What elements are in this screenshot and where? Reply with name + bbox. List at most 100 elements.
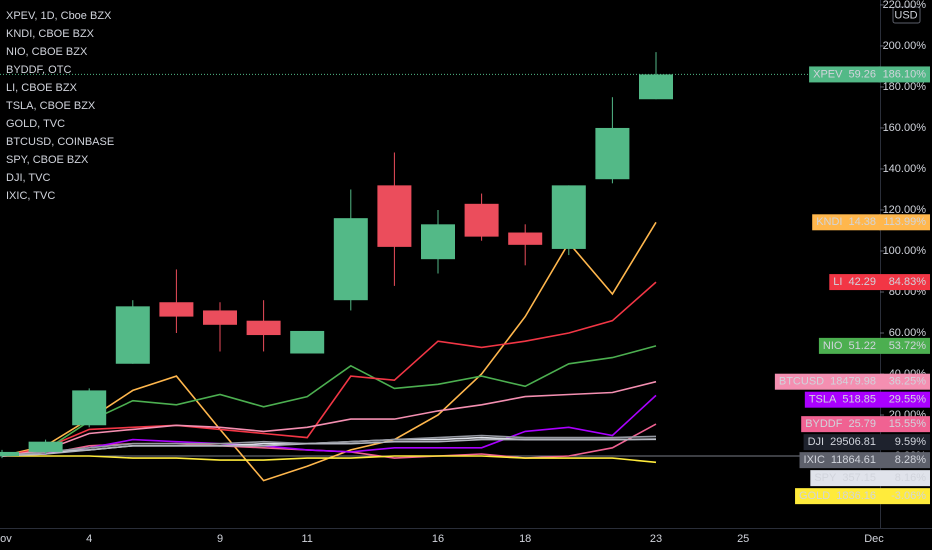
- price-tag-value-box: [880, 488, 930, 505]
- chart-title: XPEV, 1D, Cboe BZX: [6, 10, 112, 22]
- y-tick-label: 140.00%: [883, 163, 927, 175]
- price-tag-value: 15.55%: [889, 418, 927, 430]
- price-tag-symbol: KNDI: [816, 216, 842, 228]
- price-tag: XPEV 59.26 186.10%: [809, 66, 930, 83]
- price-tag-value: 53.72%: [889, 340, 927, 352]
- candle-body: [203, 310, 237, 325]
- price-tag-value: 36.25%: [889, 376, 927, 388]
- price-tag-value-box: [880, 416, 930, 433]
- candle-body: [639, 74, 673, 100]
- series-line: [1, 281, 657, 457]
- price-tag-value-box: [880, 274, 930, 291]
- x-tick-label: 4: [86, 533, 92, 545]
- price-tag: KNDI 14.38 113.99%: [812, 214, 930, 231]
- legend-entry: BYDDF, OTC: [6, 64, 71, 76]
- price-tag-value: -3.06%: [891, 490, 926, 502]
- legend-entry: LI, CBOE BZX: [6, 82, 78, 94]
- price-tag-price: 42.29: [848, 276, 876, 288]
- price-tag-price: 518.85: [842, 394, 876, 406]
- price-tag-symbol: IXIC: [804, 454, 825, 466]
- price-tag: NIO 51.22 53.72%: [818, 337, 930, 354]
- price-tag-value-box: [880, 470, 930, 487]
- currency-box[interactable]: [892, 6, 921, 24]
- price-tag-value-box: [880, 391, 930, 408]
- price-tag-box: [799, 452, 880, 469]
- price-tag-box: [804, 391, 880, 408]
- price-tag-price: 14.38: [848, 216, 876, 228]
- x-tick-label: 23: [650, 533, 662, 545]
- price-tag-symbol: GOLD: [799, 490, 830, 502]
- x-tick-label: 25: [737, 533, 749, 545]
- candle-body: [72, 390, 107, 426]
- price-tag: SPY 357.15 8.16%: [810, 470, 930, 487]
- candle-body: [290, 330, 325, 354]
- price-tag-symbol: LI: [833, 276, 842, 288]
- price-tag-box: [795, 488, 880, 505]
- legend-entry: NIO, CBOE BZX: [6, 46, 88, 58]
- price-tag: LI 42.29 84.83%: [829, 274, 930, 291]
- y-tick-label: 60.00%: [889, 327, 927, 339]
- legend-entry: GOLD, TVC: [6, 118, 65, 130]
- currency: USD: [894, 9, 917, 21]
- series-line: [1, 394, 657, 457]
- price-tag-price: 51.22: [848, 340, 876, 352]
- price-tag-value-box: [878, 66, 930, 83]
- candle-body: [0, 451, 19, 457]
- candle-body: [246, 320, 281, 336]
- price-tag-value-box: [879, 214, 930, 231]
- price-tag-box: [809, 66, 880, 83]
- price-tag-symbol: BTCUSD: [779, 376, 824, 388]
- candle-body: [333, 218, 368, 301]
- price-tag: TSLA 518.85 29.55%: [804, 391, 930, 408]
- y-tick-label: 200.00%: [883, 40, 927, 52]
- price-tag-price: 29506.81: [830, 436, 876, 448]
- y-tick-label: 160.00%: [883, 122, 927, 134]
- price-tag-symbol: NIO: [823, 340, 843, 352]
- price-tag-value: 8.16%: [895, 472, 926, 484]
- series-line: [1, 380, 657, 457]
- x-tick-label: 18: [519, 533, 531, 545]
- price-tag-value: 9.59%: [895, 436, 926, 448]
- price-tag-symbol: TSLA: [809, 394, 837, 406]
- price-tag-price: 357.15: [842, 472, 876, 484]
- x-tick-label: 9: [217, 533, 223, 545]
- candle-body: [421, 224, 455, 260]
- y-tick-label: 180.00%: [883, 81, 927, 93]
- candle-body: [508, 232, 543, 245]
- x-tick-label: 11: [301, 533, 312, 545]
- price-tag-price: 59.26: [848, 68, 876, 80]
- price-tag-value-box: [880, 373, 930, 390]
- price-tag-box: [812, 214, 880, 231]
- series-line: [1, 438, 657, 457]
- legend-entry: TSLA, CBOE BZX: [6, 100, 96, 112]
- x-tick-label: 16: [432, 533, 444, 545]
- price-tag-box: [774, 373, 880, 390]
- price-tag-value-box: [880, 452, 930, 469]
- candle-body: [595, 127, 630, 180]
- price-tag-value: 29.55%: [889, 394, 927, 406]
- legend-entry: DJI, TVC: [6, 172, 50, 184]
- candle-body: [377, 185, 412, 247]
- y-tick-label: 100.00%: [883, 245, 927, 257]
- y-tick-label: 120.00%: [883, 204, 927, 216]
- price-tag-box: [801, 416, 880, 433]
- price-tag-price: 18479.98: [830, 376, 876, 388]
- series-line: [1, 434, 657, 457]
- x-tick-label: Dec: [864, 533, 884, 545]
- price-tag: DJI 29506.81 9.59%: [803, 434, 930, 451]
- price-tag: BTCUSD 18479.98 36.25%: [774, 373, 930, 390]
- series-line: [2, 455, 657, 464]
- price-tag-value: 84.83%: [889, 276, 927, 288]
- price-tag-value: 186.10%: [883, 68, 927, 80]
- price-tag-symbol: BYDDF: [805, 418, 843, 430]
- price-tag-symbol: SPY: [814, 472, 837, 484]
- price-tag-box: [803, 434, 880, 451]
- legend-entry: IXIC, TVC: [6, 190, 55, 202]
- price-tag: IXIC 11864.61 8.28%: [799, 452, 930, 469]
- price-tag-value: 113.99%: [883, 216, 926, 228]
- candle-body: [115, 306, 150, 364]
- price-tag-price: 1836.16: [836, 490, 876, 502]
- candle-body: [464, 203, 499, 237]
